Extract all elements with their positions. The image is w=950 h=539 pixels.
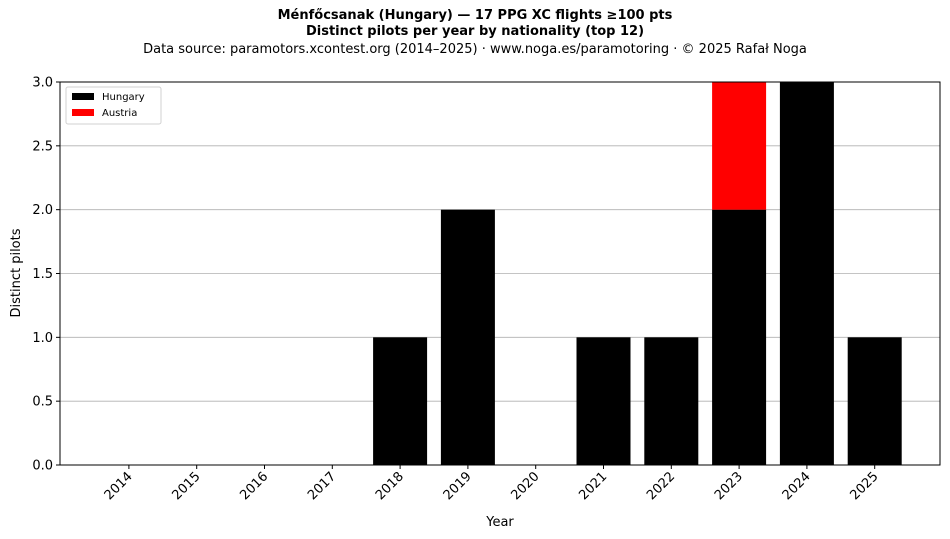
y-tick-label: 0.0 xyxy=(32,459,53,474)
x-axis-label: Year xyxy=(485,515,514,530)
x-tick-label: 2020 xyxy=(509,469,543,503)
bar-hungary-2021 xyxy=(576,337,631,465)
y-axis-label: Distinct pilots xyxy=(9,228,24,317)
y-axis-ticks: 0.0 0.5 1.0 1.5 2.0 2.5 3.0 xyxy=(32,76,60,474)
x-tick-label: 2022 xyxy=(644,469,678,503)
bar-hungary-2022 xyxy=(644,337,699,465)
bar-austria-2023 xyxy=(712,82,767,210)
legend-swatch-hungary xyxy=(72,93,94,100)
bar-hungary-2025 xyxy=(847,337,902,465)
title-block: Ménfőcsanak (Hungary) — 17 PPG XC flight… xyxy=(0,8,950,58)
chart-title: Ménfőcsanak (Hungary) — 17 PPG XC flight… xyxy=(277,8,673,23)
y-tick-label: 2.0 xyxy=(32,203,53,218)
legend-label-hungary: Hungary xyxy=(102,92,145,103)
chart-title-2: Distinct pilots per year by nationality … xyxy=(305,24,645,39)
bar-hungary-2019 xyxy=(440,209,495,465)
legend-label-austria: Austria xyxy=(102,108,137,119)
x-axis-ticks: 2014 2015 2016 2017 2018 2019 2020 2021 2022 2023… xyxy=(102,465,882,503)
x-tick-label: 2016 xyxy=(237,469,271,503)
y-tick-label: 2.5 xyxy=(32,139,53,154)
x-tick-label: 2018 xyxy=(373,469,407,503)
bar-hungary-2024 xyxy=(779,82,834,465)
x-tick-label: 2023 xyxy=(712,469,746,503)
legend: Hungary Austria xyxy=(65,86,162,125)
legend-swatch-austria xyxy=(72,109,94,116)
x-tick-label: 2021 xyxy=(576,469,610,503)
bar-hungary-2023 xyxy=(712,209,767,465)
x-tick-label: 2025 xyxy=(848,469,882,503)
x-tick-label: 2015 xyxy=(170,469,204,503)
y-tick-label: 3.0 xyxy=(32,76,53,91)
bars xyxy=(373,82,902,465)
bar-hungary-2018 xyxy=(373,337,428,465)
x-tick-label: 2019 xyxy=(441,469,475,503)
x-tick-label: 2024 xyxy=(780,469,814,503)
x-tick-label: 2017 xyxy=(305,469,339,503)
y-tick-label: 1.5 xyxy=(32,267,53,282)
y-tick-label: 0.5 xyxy=(32,395,53,410)
x-tick-label: 2014 xyxy=(102,469,136,503)
chart-subtitle: Data source: paramotors.xcontest.org (20… xyxy=(143,42,807,57)
y-tick-label: 1.0 xyxy=(32,331,53,346)
